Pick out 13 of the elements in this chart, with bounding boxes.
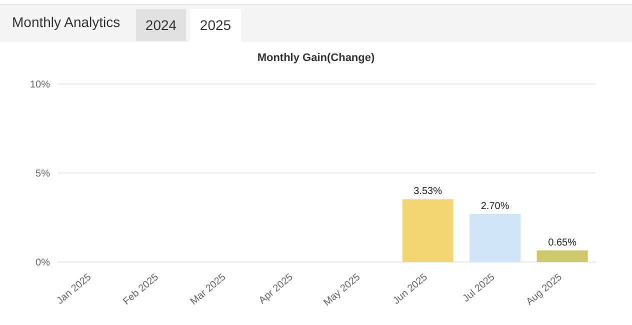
data-label: 3.53%	[414, 186, 442, 198]
data-label: 0.65%	[548, 237, 577, 248]
chart-title: Monthly Gain(Change)	[256, 52, 376, 64]
bar	[402, 199, 454, 262]
y-tick-label: 5%	[36, 168, 50, 180]
bar	[470, 214, 521, 262]
bar	[536, 250, 588, 262]
y-tick-label: 10%	[30, 80, 50, 91]
text: Monthly Analytics	[12, 14, 120, 30]
data-label: 2.70%	[480, 200, 510, 212]
y-tick-label: 0%	[36, 258, 50, 269]
text: 2024	[136, 9, 186, 41]
text: 2025	[190, 9, 241, 42]
